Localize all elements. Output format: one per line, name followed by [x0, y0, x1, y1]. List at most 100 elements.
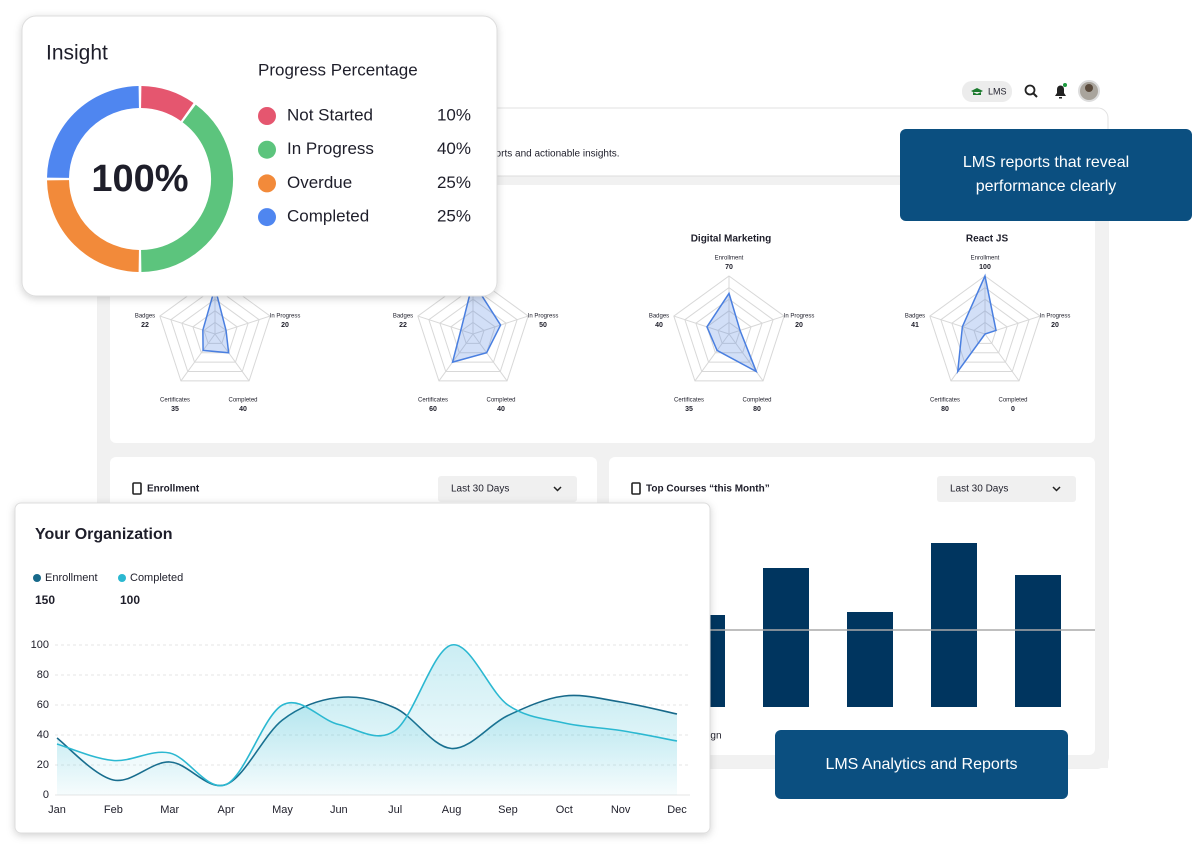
radar-axis-label: Enrollment — [971, 256, 1000, 262]
radar-ring — [706, 310, 752, 354]
radar-ring — [717, 321, 741, 344]
legend-name: Not Started — [287, 105, 373, 124]
book-icon — [132, 482, 142, 495]
radar-value: 22 — [141, 322, 149, 329]
radar-ring — [181, 298, 249, 363]
legend-dot — [258, 107, 276, 125]
radar-value: 0 — [1011, 406, 1015, 413]
radar-ring — [684, 286, 774, 373]
radar-value: 60 — [429, 406, 437, 413]
legend-dot — [258, 140, 276, 159]
card-title: Insight — [46, 42, 108, 65]
radar-axis-label: Certificates — [674, 398, 704, 404]
x-tick-label: Jun — [330, 804, 348, 816]
y-tick-label: 100 — [31, 639, 49, 651]
legend-dot — [258, 208, 276, 227]
search-handle — [1032, 92, 1038, 98]
radar-spoke — [438, 333, 474, 382]
y-tick-label: 0 — [43, 789, 49, 801]
banner: LMS Analytics and Reports — [775, 730, 1068, 799]
radar-spoke — [929, 315, 986, 335]
radar-axis-label: Badges — [135, 314, 155, 320]
radar-axis-label: Certificates — [930, 398, 960, 404]
radar-value: 22 — [399, 322, 407, 329]
x-tick-label: Aug — [442, 804, 462, 816]
radar-axis-label: Certificates — [160, 398, 190, 404]
radar-shape — [202, 284, 230, 354]
radar-spoke — [417, 315, 474, 335]
radar-ring — [428, 286, 518, 373]
radar-value: 41 — [911, 322, 919, 329]
donut-segment — [140, 86, 194, 122]
legend-name: In Progress — [287, 139, 374, 158]
donut-segment — [47, 179, 140, 272]
search-icon — [1024, 84, 1036, 96]
radar-axis-label: In Progress — [528, 314, 559, 320]
radar-axis-label: In Progress — [784, 314, 815, 320]
dropdown[interactable] — [438, 476, 577, 502]
x-tick-label: May — [272, 804, 293, 816]
radar-value: 100 — [979, 264, 991, 271]
radar-value: 40 — [655, 322, 663, 329]
donut-segment — [47, 86, 140, 179]
radar-value: 50 — [539, 322, 547, 329]
radar-ring — [417, 275, 529, 382]
legend-value: 25% — [437, 207, 471, 226]
legend-value: 40% — [437, 139, 471, 158]
radar-axis-label: Completed — [228, 398, 257, 404]
card-title: Your Organization — [35, 526, 172, 543]
radar-value: 40 — [497, 406, 505, 413]
bar — [763, 568, 809, 707]
radar-spoke — [214, 333, 250, 382]
radar-title: React JS — [966, 234, 1009, 245]
subtitle: ports and actionable insights. — [490, 149, 620, 160]
radar-value: 80 — [753, 406, 761, 413]
legend-value: 25% — [437, 173, 471, 192]
cap-icon — [971, 88, 983, 95]
dropdown-text: Last 30 Days — [950, 484, 1008, 495]
radar-ring — [695, 298, 763, 363]
area-fill — [57, 644, 677, 795]
radar-axis-label: Completed — [486, 398, 515, 404]
legend-value: 10% — [437, 105, 471, 124]
radar-ring — [192, 310, 238, 354]
legend-name: Completed — [287, 207, 369, 226]
radar-spoke — [214, 315, 271, 335]
legend-name: Enrollment — [45, 572, 98, 584]
bell-icon — [1055, 85, 1066, 99]
radar-shape — [956, 273, 997, 375]
bar — [847, 612, 893, 707]
x-tick-label: Feb — [104, 804, 123, 816]
radar-ring — [951, 298, 1019, 363]
legend-dot — [258, 174, 276, 193]
donut-segment — [140, 104, 233, 272]
legend-name: Overdue — [287, 173, 352, 192]
radar-ring — [461, 321, 485, 344]
radar-value: 35 — [685, 406, 693, 413]
legend-total: 150 — [35, 593, 55, 607]
radar-title: Digital Marketing — [691, 234, 772, 245]
radar-axis-label: Badges — [649, 314, 669, 320]
x-tick-label: Oct — [556, 804, 573, 816]
y-tick-label: 40 — [37, 729, 49, 741]
radar-value: 20 — [1051, 322, 1059, 329]
radar-ring — [940, 286, 1030, 373]
radar-axis-label: Badges — [905, 314, 925, 320]
radar-axis-label: In Progress — [1040, 314, 1071, 320]
chevron — [553, 486, 562, 492]
book-icon — [631, 482, 641, 495]
avatar-head — [1085, 84, 1093, 92]
radar-ring — [203, 321, 227, 344]
radar-ring — [450, 310, 496, 354]
chevron — [1052, 486, 1061, 492]
radar-value: 70 — [725, 264, 733, 271]
legend-dot — [33, 574, 41, 582]
badge-text: LMS — [988, 86, 1007, 96]
radar-ring — [929, 275, 1041, 382]
radar-ring — [159, 275, 271, 382]
banner: LMS reports that reveal performance clea… — [900, 129, 1192, 221]
dropdown[interactable] — [937, 476, 1076, 502]
radar-ring — [170, 286, 260, 373]
bell-dot — [1063, 83, 1067, 87]
